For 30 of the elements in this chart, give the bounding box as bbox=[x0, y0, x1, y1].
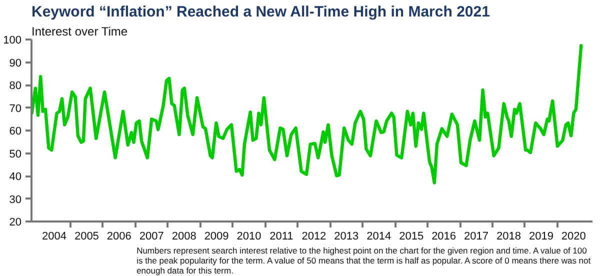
x-tick-label: 2004 bbox=[42, 230, 66, 242]
x-tick-label: 2012 bbox=[302, 230, 326, 242]
x-tick-label: 2014 bbox=[366, 230, 392, 242]
y-tick-label: 100 bbox=[3, 34, 22, 46]
x-tick-label: 2006 bbox=[106, 230, 132, 242]
y-tick-label: 40 bbox=[9, 171, 22, 183]
chart-subtitle: Interest over Time bbox=[32, 24, 128, 38]
x-tick-label: 2019 bbox=[528, 230, 554, 242]
x-tick-label: 2011 bbox=[270, 230, 294, 242]
y-tick-label: 30 bbox=[9, 194, 22, 206]
x-tick-label: 2017 bbox=[464, 230, 489, 242]
y-tick-label: 70 bbox=[9, 102, 22, 115]
y-tick-label: 80 bbox=[9, 80, 22, 92]
y-tick-label: 50 bbox=[9, 148, 22, 160]
y-tick-label: 90 bbox=[9, 57, 22, 70]
x-tick-label: 2005 bbox=[74, 230, 99, 242]
x-tick-label: 2007 bbox=[139, 230, 164, 242]
chart-title: Keyword “Inflation” Reached a New All-Time High in March 2021 bbox=[32, 4, 490, 20]
text: Numbers represent search interest relative to the highest point on the chart for the given region and time. A value of 100 is the peak popularity for the term. A value of 50 means that the term is half as popular. A score of 0 means there was not enough data for this term. bbox=[136, 246, 592, 276]
y-tick-label: 20 bbox=[9, 216, 22, 228]
y-tick-label: 60 bbox=[9, 126, 22, 138]
x-tick-label: 2018 bbox=[496, 230, 521, 242]
x-tick-label: 2010 bbox=[236, 230, 262, 242]
x-tick-label: 2013 bbox=[334, 230, 359, 242]
line-series bbox=[32, 44, 583, 184]
x-tick-label: 2016 bbox=[432, 230, 456, 242]
x-tick-label: 2009 bbox=[204, 230, 229, 242]
x-tick-label: 2015 bbox=[399, 230, 424, 242]
x-tick-label: 2020 bbox=[561, 230, 586, 242]
x-tick-label: 2008 bbox=[172, 230, 196, 242]
